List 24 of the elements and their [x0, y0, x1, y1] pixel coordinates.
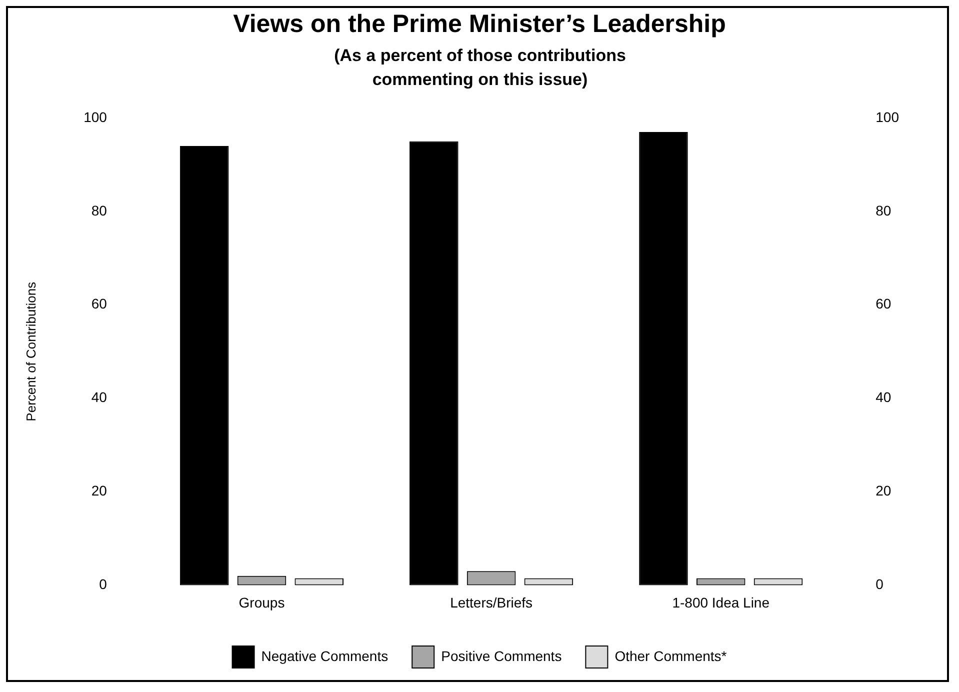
y-tick-label: 60 — [91, 296, 108, 312]
y2-tick-label: 40 — [876, 389, 892, 406]
y2-tick-label: 60 — [876, 296, 892, 312]
y2-tick-label: 0 — [876, 576, 884, 592]
y2-tick-label: 100 — [876, 108, 900, 125]
y2-tick-label: 20 — [876, 482, 892, 499]
y-tick-label: 80 — [91, 202, 108, 218]
x-tick-label: 1-800 Idea Line — [672, 594, 770, 610]
legend-label: Negative Comments — [261, 648, 388, 664]
chart-title: Views on the Prime Minister’s Leadership — [232, 10, 727, 39]
bar — [639, 132, 688, 586]
y-axis-title: Percent of Contributions — [23, 281, 38, 422]
y-tick-label: 40 — [91, 389, 108, 406]
legend-label: Positive Comments — [441, 648, 562, 664]
x-tick-label: Groups — [238, 594, 285, 610]
y-tick-label: 100 — [84, 108, 108, 125]
legend-label: Other Comments* — [614, 648, 728, 664]
y2-tick-label: 80 — [876, 202, 892, 218]
y-tick-label: 20 — [91, 482, 108, 499]
bar — [180, 146, 229, 586]
chart-subtitle: (As a percent of those contributions commenting on this issue) — [333, 45, 627, 91]
y-tick-label: 0 — [99, 576, 108, 592]
x-tick-label: Letters/Briefs — [450, 594, 533, 610]
bar — [410, 141, 458, 586]
